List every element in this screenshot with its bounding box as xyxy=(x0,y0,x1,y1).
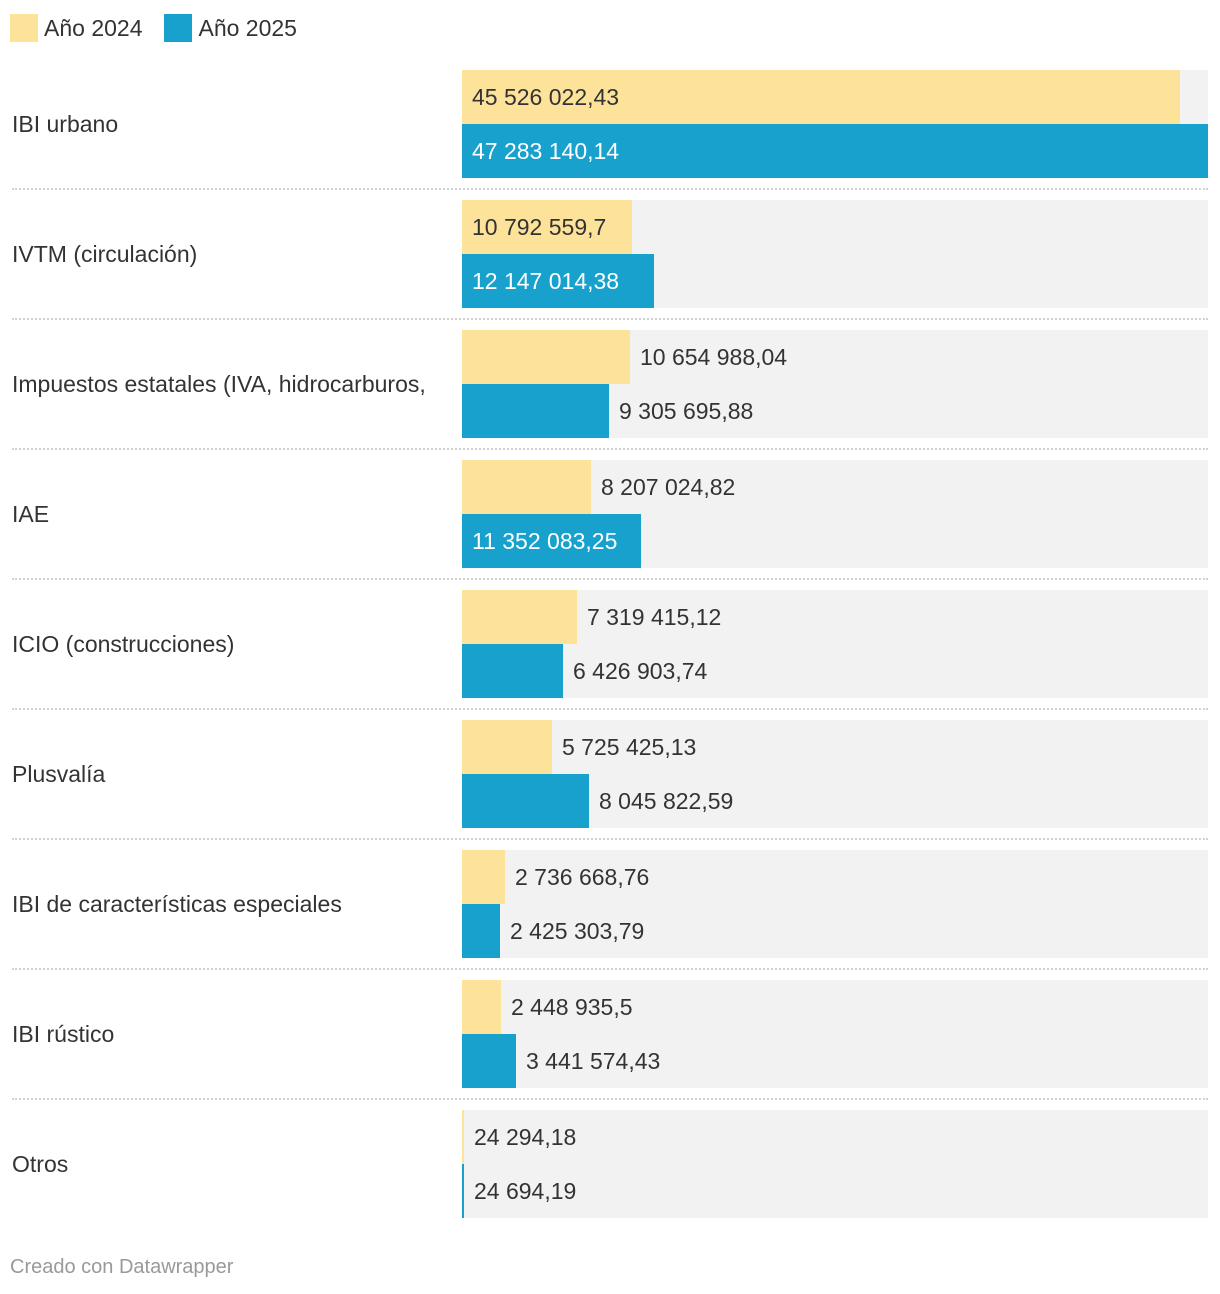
chart-row: IBI urbano 45 526 022,43 47 283 140,14 xyxy=(0,70,1220,178)
value-label: 5 725 425,13 xyxy=(562,733,697,760)
bar-2025 xyxy=(462,774,589,828)
category-label: IVTM (circulación) xyxy=(12,240,198,267)
category-label: Plusvalía xyxy=(12,760,106,787)
bar-2025 xyxy=(462,384,609,438)
value-label: 12 147 014,38 xyxy=(472,267,620,294)
bar-2024 xyxy=(462,720,552,774)
bar-2025 xyxy=(462,644,563,698)
bar-track xyxy=(462,1110,1208,1218)
bar-2025 xyxy=(462,1034,516,1088)
value-label: 2 425 303,79 xyxy=(510,917,645,944)
legend-swatch xyxy=(10,14,38,42)
bar-2024 xyxy=(462,330,630,384)
row-separator xyxy=(12,318,1208,320)
bar-2025 xyxy=(462,254,654,308)
row-separator xyxy=(12,188,1208,190)
row-separator xyxy=(12,1098,1208,1100)
value-label: 24 294,18 xyxy=(474,1123,577,1150)
value-label: 9 305 695,88 xyxy=(619,397,754,424)
bar-track xyxy=(462,590,1208,698)
value-label: 45 526 022,43 xyxy=(472,83,620,110)
bar-track xyxy=(462,850,1208,958)
bar-2025 xyxy=(462,124,1208,178)
value-label: 2 736 668,76 xyxy=(515,863,650,890)
chart-row: IAE 8 207 024,82 11 352 083,25 xyxy=(0,460,1220,568)
value-label: 11 352 083,25 xyxy=(472,527,618,554)
category-label: ICIO (construcciones) xyxy=(12,630,235,657)
chart-row: Plusvalía 5 725 425,13 8 045 822,59 xyxy=(0,720,1220,828)
bar-2024 xyxy=(462,200,632,254)
category-label: Impuestos estatales (IVA, hidrocarburos, xyxy=(12,370,426,397)
bar-2025 xyxy=(462,514,641,568)
bar-2024 xyxy=(462,850,505,904)
bar-2024 xyxy=(462,1110,464,1164)
row-separator xyxy=(12,708,1208,710)
value-label: 8 207 024,82 xyxy=(601,473,736,500)
value-label: 8 045 822,59 xyxy=(599,787,734,814)
category-label: IBI de características especiales xyxy=(12,890,342,917)
row-separator xyxy=(12,578,1208,580)
value-label: 2 448 935,5 xyxy=(511,993,633,1020)
chart-row: ICIO (construcciones) 7 319 415,12 6 426 9… xyxy=(0,590,1220,698)
category-label: IBI urbano xyxy=(12,110,119,137)
bar-2024 xyxy=(462,980,501,1034)
category-label: IAE xyxy=(12,500,50,527)
legend: Año 2024 Año 2025 xyxy=(10,13,319,43)
legend-label: Año 2024 xyxy=(44,14,143,41)
value-label: 10 654 988,04 xyxy=(640,343,788,370)
chart-row: IVTM (circulación) 10 792 559,7 12 147 014… xyxy=(0,200,1220,308)
chart-row: Otros 24 294,18 24 694,19 xyxy=(0,1110,1220,1218)
row-separator xyxy=(12,448,1208,450)
row-separator xyxy=(12,838,1208,840)
legend-label: Año 2025 xyxy=(198,14,297,41)
bar-2024 xyxy=(462,460,591,514)
value-label: 24 694,19 xyxy=(474,1177,577,1204)
legend-item-2024: Año 2024 xyxy=(10,14,142,42)
legend-swatch xyxy=(164,14,193,42)
value-label: 3 441 574,43 xyxy=(526,1047,661,1074)
legend-item-2025: Año 2025 xyxy=(164,14,297,42)
value-label: 10 792 559,7 xyxy=(472,213,607,240)
row-separator xyxy=(12,968,1208,970)
category-label: Otros xyxy=(12,1150,69,1177)
value-label: 6 426 903,74 xyxy=(573,657,708,684)
bar-track xyxy=(462,980,1208,1088)
bar-2024 xyxy=(462,70,1180,124)
value-label: 47 283 140,14 xyxy=(472,137,620,164)
chart-row: IBI de características especiales 2 736 6… xyxy=(0,850,1220,958)
bar-2024 xyxy=(462,590,577,644)
credit-footer: Creado con Datawrapper xyxy=(10,1256,234,1278)
chart-row: Impuestos estatales (IVA, hidrocarburos,… xyxy=(0,330,1220,438)
bar-2025 xyxy=(462,904,500,958)
chart-row: IBI rústico 2 448 935,5 3 441 574,43 xyxy=(0,980,1220,1088)
bar-2025 xyxy=(462,1164,464,1218)
value-label: 7 319 415,12 xyxy=(587,603,722,630)
category-label: IBI rústico xyxy=(12,1020,115,1047)
